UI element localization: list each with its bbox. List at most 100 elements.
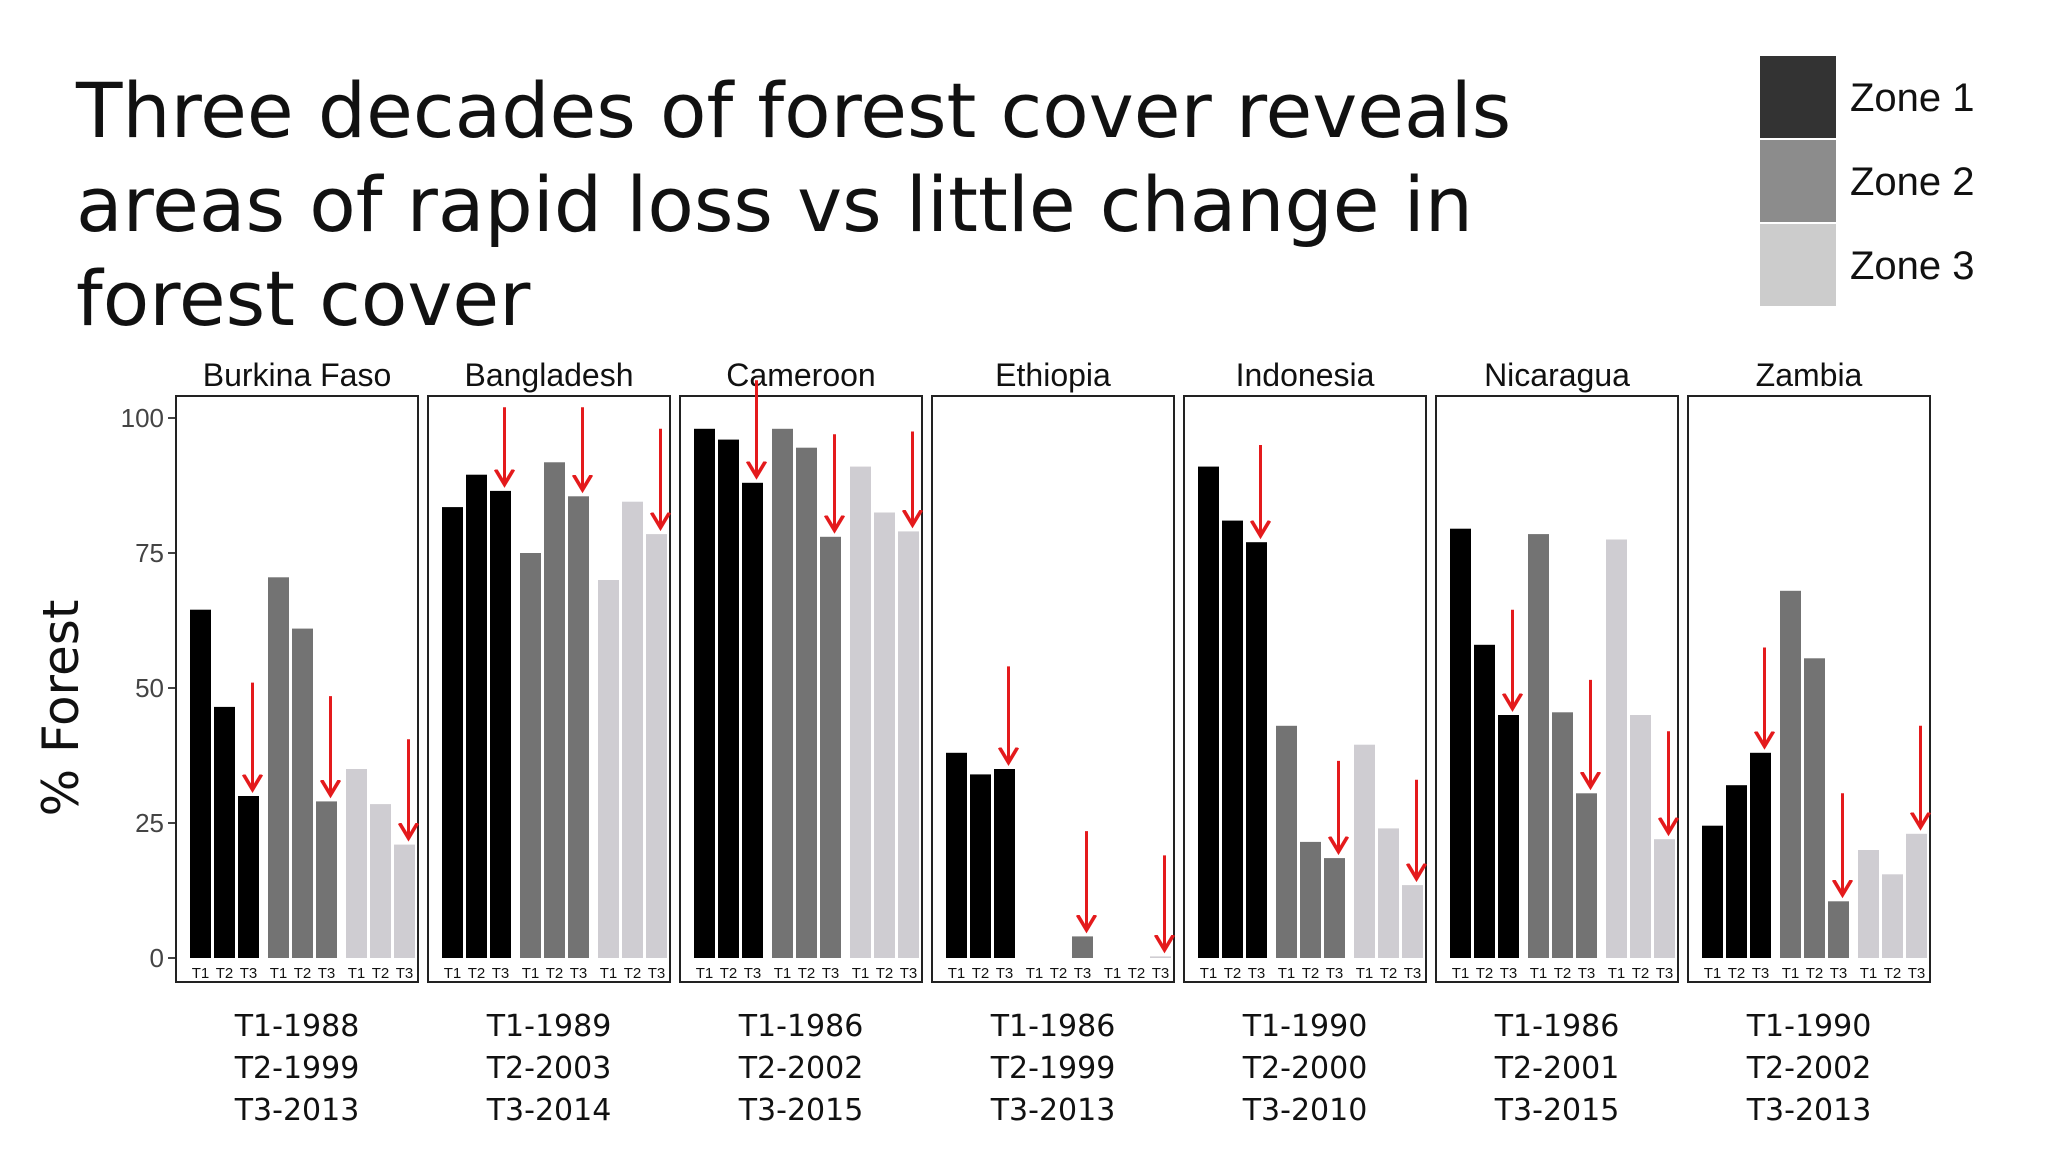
period-label: T3-2015: [1494, 1093, 1620, 1128]
y-axis-title: % Forest: [32, 600, 90, 817]
bar-tick-label: T1: [1608, 965, 1626, 982]
bar-zone3-t1: [598, 580, 619, 958]
bar-tick-label: T1: [1200, 965, 1218, 982]
bar-zone2-t1: [1528, 534, 1549, 958]
bar-tick-label: T1: [444, 965, 462, 982]
bar-zone1-t2: [718, 439, 739, 959]
bar-tick-label: T2: [546, 965, 564, 982]
bar-tick-label: T2: [624, 965, 642, 982]
panel-frame: [931, 395, 1175, 983]
bar-tick-label: T2: [1302, 965, 1320, 982]
bar-tick-label: T3: [1404, 965, 1422, 982]
bar-tick-label: T1: [696, 965, 714, 982]
panel-frame: [1183, 395, 1427, 983]
panel-frame: [1435, 395, 1679, 983]
bar-tick-label: T2: [1128, 965, 1146, 982]
bar-zone3-t1: [1354, 744, 1375, 958]
legend: Zone 1 Zone 2 Zone 3: [1760, 56, 1975, 306]
legend-item-zone-3: Zone 3: [1760, 224, 1975, 306]
period-label: T1-1986: [738, 1009, 864, 1044]
bar-tick-label: T2: [1224, 965, 1242, 982]
bar-tick-label: T2: [1806, 965, 1824, 982]
bar-tick-label: T2: [1050, 965, 1068, 982]
bar-tick-label: T2: [1884, 965, 1902, 982]
bar-tick-label: T3: [1752, 965, 1770, 982]
bar-zone1-t2: [970, 774, 991, 958]
bar-zone3-t3: [1906, 833, 1927, 958]
period-label: T3-2010: [1242, 1093, 1368, 1128]
bar-tick-label: T1: [270, 965, 288, 982]
bar-zone1-t1: [1198, 466, 1219, 958]
panel-title: Nicaragua: [1484, 357, 1630, 393]
bar-zone1-t3: [238, 796, 259, 958]
bar-tick-label: T1: [1452, 965, 1470, 982]
period-label: T1-1990: [1242, 1009, 1368, 1044]
panel-title: Ethiopia: [995, 357, 1111, 393]
bar-tick-label: T2: [372, 965, 390, 982]
bar-zone1-t2: [466, 474, 487, 958]
bar-zone1-t1: [694, 428, 715, 958]
legend-swatch: [1760, 56, 1836, 138]
bar-tick-label: T1: [774, 965, 792, 982]
bar-zone3-t3: [898, 531, 919, 958]
bar-tick-label: T2: [972, 965, 990, 982]
bar-tick-label: T1: [1860, 965, 1878, 982]
bar-zone1-t3: [1750, 752, 1771, 958]
bar-zone3-t3: [394, 844, 415, 958]
bar-tick-label: T3: [1500, 965, 1518, 982]
bar-zone1-t1: [442, 507, 463, 958]
bar-tick-label: T3: [1908, 965, 1926, 982]
bar-tick-label: T1: [1026, 965, 1044, 982]
bar-zone2-t1: [1276, 725, 1297, 958]
panel-title: Zambia: [1756, 357, 1863, 393]
bar-tick-label: T3: [1152, 965, 1170, 982]
bar-zone1-t1: [190, 609, 211, 958]
panel-ethiopia: Ethiopia T1 T2 T3 T1 T2 T3 T1 T2 T3 T1-1986 T2-1999…: [931, 357, 1175, 1128]
bar-tick-label: T2: [1728, 965, 1746, 982]
bar-zone2-t3: [1324, 858, 1345, 958]
bar-zone2-t3: [1072, 936, 1093, 958]
legend-item-zone-2: Zone 2: [1760, 140, 1975, 222]
bar-zone1-t3: [742, 482, 763, 958]
bar-tick-label: T3: [1830, 965, 1848, 982]
bar-zone1-t3: [1246, 542, 1267, 958]
panel-title: Cameroon: [726, 357, 875, 393]
period-label: T2-1999: [234, 1051, 360, 1086]
bar-tick-label: T2: [216, 965, 234, 982]
bar-zone3-t2: [1378, 828, 1399, 958]
panel-title: Burkina Faso: [203, 357, 392, 393]
bar-zone3-t1: [1858, 850, 1879, 958]
bar-tick-label: T2: [876, 965, 894, 982]
bar-zone3-t3: [1150, 956, 1171, 958]
legend-label: Zone 3: [1850, 244, 1975, 288]
period-label: T2-2003: [486, 1051, 612, 1086]
panel-frame: [427, 395, 671, 983]
bar-zone3-t2: [1882, 874, 1903, 958]
bar-zone2-t2: [292, 628, 313, 958]
bar-zone1-t1: [1702, 825, 1723, 958]
bar-zone2-t2: [544, 462, 565, 958]
y-tick-label: 50: [135, 673, 164, 703]
period-label: T2-2000: [1242, 1051, 1368, 1086]
period-label: T3-2014: [486, 1093, 612, 1128]
y-tick-label: 25: [135, 808, 164, 838]
bar-zone1-t2: [214, 706, 235, 958]
bar-tick-label: T3: [1074, 965, 1092, 982]
bar-zone3-t1: [346, 769, 367, 958]
legend-item-zone-1: Zone 1: [1760, 56, 1975, 138]
bar-tick-label: T1: [348, 965, 366, 982]
bar-tick-label: T1: [600, 965, 618, 982]
bar-tick-label: T2: [798, 965, 816, 982]
period-label: T3-2013: [1746, 1093, 1872, 1128]
bar-zone2-t1: [520, 553, 541, 958]
period-label: T2-2001: [1494, 1051, 1620, 1086]
bar-zone1-t1: [946, 752, 967, 958]
panel-title: Indonesia: [1236, 357, 1375, 393]
bar-tick-label: T1: [1704, 965, 1722, 982]
bar-tick-label: T3: [396, 965, 414, 982]
bar-zone1-t2: [1726, 785, 1747, 958]
bar-zone2-t2: [1804, 658, 1825, 958]
bar-zone3-t1: [1606, 539, 1627, 958]
panel-burkina-faso: Burkina Faso T1 T2 T3 T1 T2 T3 T1 T2 T3 T1-1988 T2-…: [175, 357, 419, 1128]
